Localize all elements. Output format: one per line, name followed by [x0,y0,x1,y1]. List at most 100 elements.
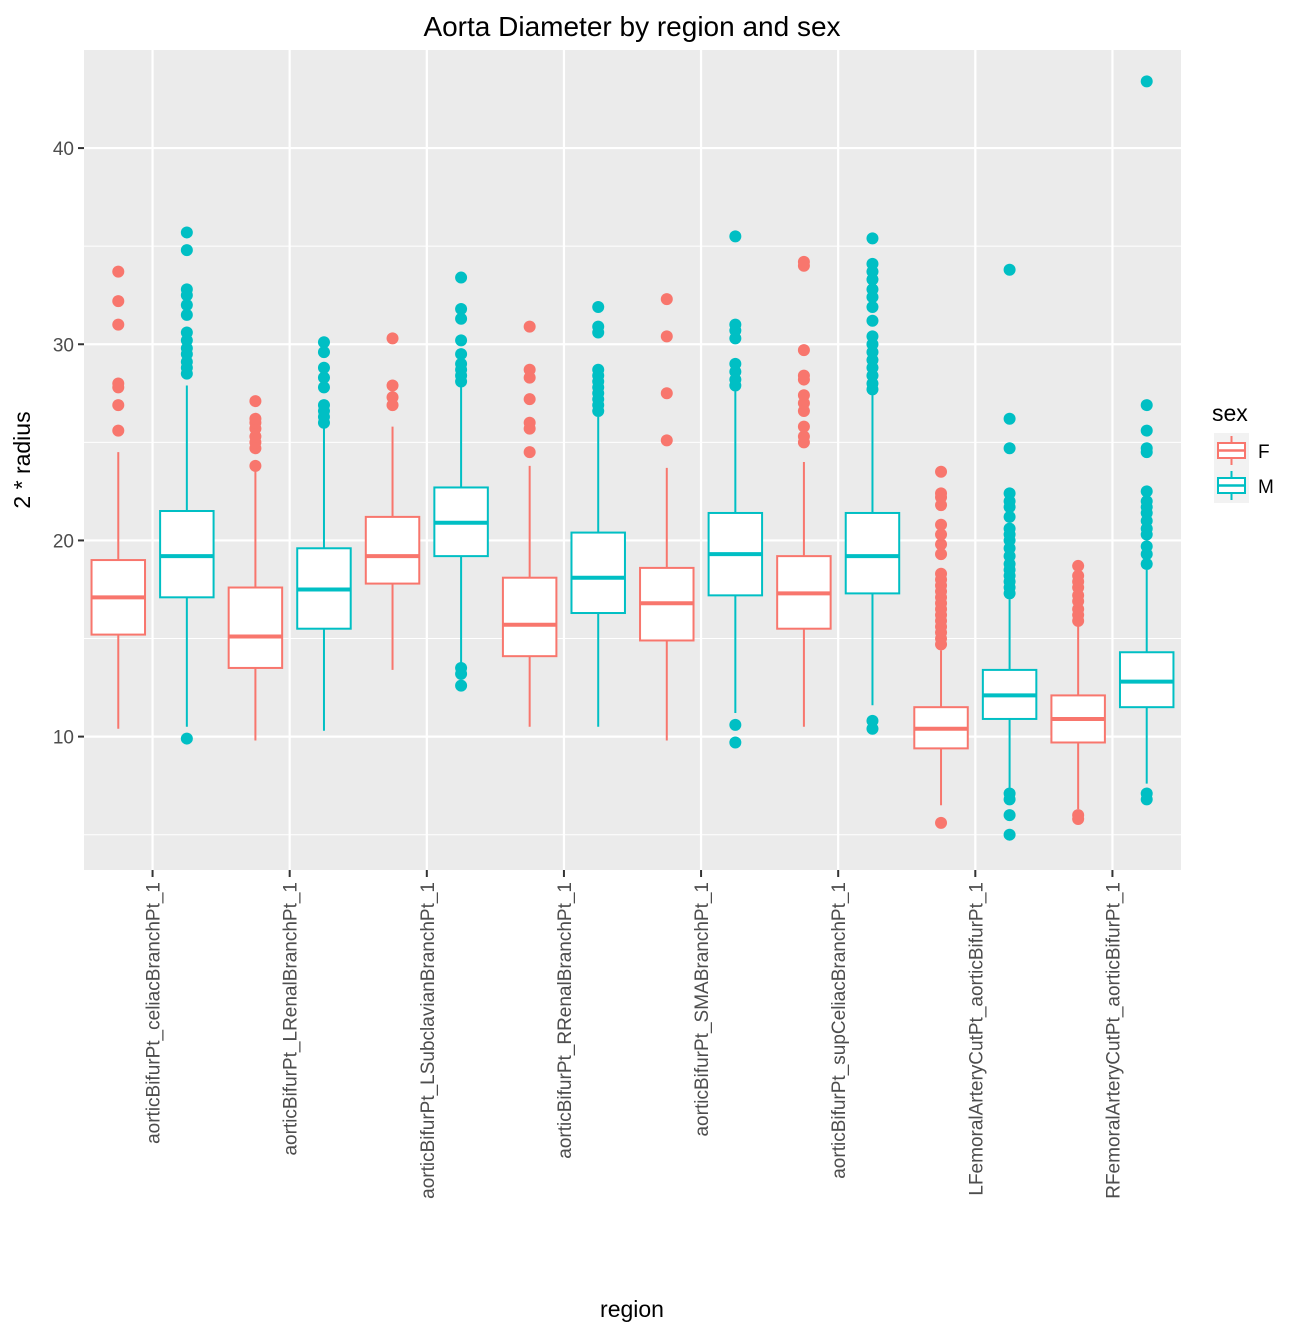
box-layer [90,75,1175,841]
outlier-point [866,232,879,245]
outlier-point [797,344,810,357]
box-M-6 [844,232,901,735]
box-F-2 [227,395,284,741]
iqr-box [844,511,901,595]
outlier-point [1003,522,1016,535]
outlier-point [797,430,810,443]
outlier-point [797,255,810,268]
outlier-point [1140,787,1153,800]
outlier-point [1072,559,1085,572]
x-tick-label: aorticBifurPt_LRenalBranchPt_1 [281,882,302,1156]
outlier-point [249,459,262,472]
box-F-3 [364,332,421,670]
outlier-point [1003,828,1016,841]
outlier-point [317,361,330,374]
iqr-box [364,515,421,585]
outlier-point [935,518,948,531]
legend-label-M: M [1258,477,1274,498]
outlier-point [523,416,536,429]
box-M-8 [1118,75,1175,806]
outlier-point [1140,442,1153,455]
outlier-point [112,377,125,390]
outlier-point [180,244,193,257]
chart-title: Aorta Diameter by region and sex [423,11,840,42]
iqr-box [227,586,284,669]
y-tick-label: 20 [53,531,74,552]
outlier-point [797,369,810,382]
outlier-point [592,320,605,333]
outlier-point [660,330,673,343]
outlier-point [1072,569,1085,582]
y-tick-label: 40 [53,139,74,160]
outlier-point [935,548,948,561]
outlier-point [935,528,948,541]
outlier-point [660,293,673,306]
outlier-point [455,334,468,347]
outlier-point [1003,787,1016,800]
outlier-point [180,326,193,339]
outlier-point [112,424,125,437]
outlier-point [180,308,193,321]
y-axis-title: 2 * radius [9,411,35,508]
outlier-point [317,381,330,394]
outlier-point [729,736,742,749]
outlier-point [1072,809,1085,822]
outlier-point [317,336,330,349]
box-F-7 [913,465,969,829]
legend-key-M [1214,468,1249,503]
outlier-point [1140,540,1153,553]
box-M-5 [707,230,764,749]
outlier-point [249,395,262,408]
outlier-point [112,399,125,412]
iqr-box [570,531,626,615]
outlier-point [592,300,605,313]
outlier-point [317,399,330,412]
legend: sex FM [1212,400,1274,503]
outlier-point [455,661,468,674]
box-M-2 [296,336,352,731]
outlier-point [866,257,879,270]
box-F-5 [639,293,695,741]
outlier-point [386,332,399,345]
outlier-point [112,295,125,308]
outlier-point [797,389,810,402]
outlier-point [660,387,673,400]
outlier-point [935,465,948,478]
x-tick-label: aorticBifurPt_LSubclavianBranchPt_1 [418,882,439,1199]
outlier-point [455,271,468,284]
outlier-point [455,679,468,692]
box-M-3 [433,271,489,692]
outlier-point [1140,75,1153,88]
x-tick-label: aorticBifurPt_supCeliacBranchPt_1 [829,882,850,1179]
outlier-point [935,567,948,580]
outlier-point [866,330,879,343]
gridlines [84,50,1181,870]
box-M-1 [159,226,215,745]
outlier-point [1003,263,1016,276]
box-F-4 [501,320,558,727]
x-tick-label: RFemoralArteryCutPt_aorticBifurPt_1 [1103,882,1124,1199]
outlier-point [729,357,742,370]
outlier-point [180,226,193,239]
legend-key-F [1214,433,1249,468]
box-F-1 [90,265,147,729]
outlier-point [1140,424,1153,437]
x-tick-label: LFemoralArteryCutPt_aorticBifurPt_1 [966,882,987,1196]
outlier-point [1003,487,1016,500]
outlier-point [112,265,125,278]
outlier-point [112,318,125,331]
outlier-point [180,283,193,296]
outlier-point [797,420,810,433]
x-tick-label: aorticBifurPt_celiacBranchPt_1 [144,882,165,1144]
outlier-point [455,357,468,370]
outlier-point [523,446,536,459]
legend-title: sex [1212,400,1248,426]
outlier-point [1003,412,1016,425]
y-tick-label: 30 [53,335,74,356]
outlier-point [729,718,742,731]
outlier-point [180,732,193,745]
x-tick-label: aorticBifurPt_RRenalBranchPt_1 [555,882,576,1159]
outlier-point [317,371,330,384]
y-tick-label: 10 [53,728,74,749]
